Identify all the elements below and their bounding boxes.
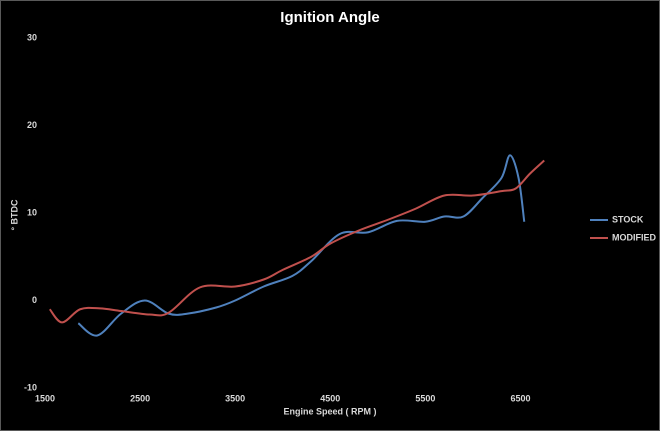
chart-title: Ignition Angle [280,9,379,26]
y-tick-label: 20 [27,120,37,130]
x-tick-label: 2500 [130,393,150,403]
y-tick-label: 10 [27,207,37,217]
x-tick-label: 1500 [35,393,55,403]
x-tick-label: 3500 [225,393,245,403]
y-tick-label: -10 [24,382,37,392]
x-axis-label: Engine Speed ( RPM ) [283,406,376,416]
x-tick-label: 5500 [415,393,435,403]
legend-label: STOCK [612,214,644,224]
x-tick-label: 6500 [510,393,530,403]
y-tick-label: 0 [32,295,37,305]
legend-label: MODIFIED [612,232,656,242]
y-axis-label: ° BTDC [9,199,19,231]
x-tick-label: 4500 [320,393,340,403]
series-line [48,159,545,324]
y-tick-label: 30 [27,32,37,42]
